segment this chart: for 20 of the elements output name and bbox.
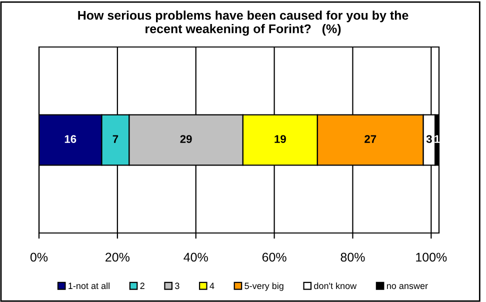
- legend-label: 1-not at all: [68, 282, 110, 290]
- chart-title: How serious problems have been caused for you by the recent weakening of Forint? (%): [78, 10, 408, 36]
- x-tick-label: 40%: [184, 252, 208, 262]
- data-label: 29: [180, 135, 192, 143]
- data-label: 27: [364, 135, 376, 143]
- legend-label: no answer: [386, 284, 428, 290]
- legend-label: 5-very big: [244, 282, 284, 291]
- data-label: 7: [112, 135, 118, 143]
- x-tick-label: 80%: [340, 252, 365, 262]
- x-tick-label: 60%: [262, 252, 286, 262]
- legend-label: don't know: [314, 282, 357, 290]
- data-label: 19: [274, 135, 286, 143]
- legend-label: 3: [175, 282, 180, 290]
- data-label: 3: [426, 135, 432, 143]
- legend-label: 2: [140, 282, 144, 289]
- x-tick-label: 0%: [30, 252, 48, 262]
- x-tick-label: 20%: [106, 252, 130, 262]
- data-label: 16: [64, 135, 76, 143]
- legend-label: 4: [210, 282, 214, 289]
- x-tick-label: 100%: [416, 252, 447, 262]
